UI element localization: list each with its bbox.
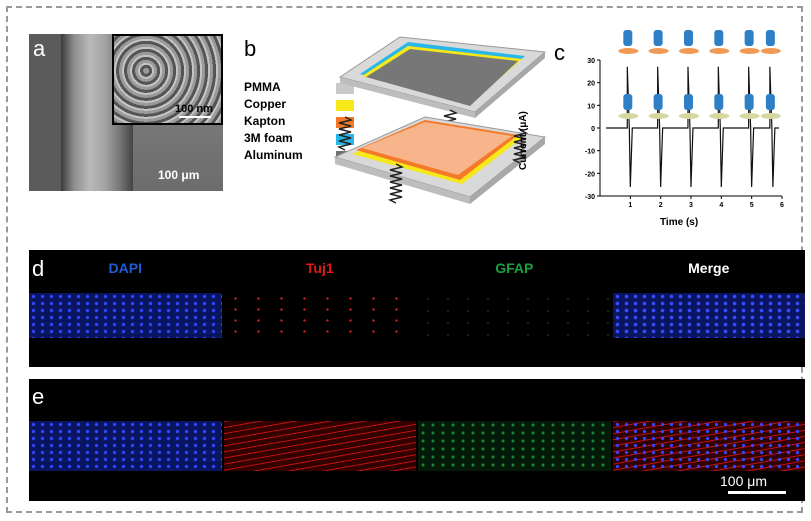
x-tick-label: 2 [659,202,663,209]
pad-icon-bottom [648,113,669,119]
pad-icon-bottom [618,113,639,119]
legend-swatch [336,83,354,94]
pad-icon-top [709,48,730,54]
row-e-scale-bar [728,491,786,494]
legend-item-copper: Copper [244,97,374,113]
figure-icon-top [714,30,724,46]
pad-icon-top [739,48,760,54]
tissue-band [612,421,805,471]
cell-gfap: GFAP [418,250,611,367]
y-tick-label: 0 [591,126,595,133]
panel-e-letter: e [32,384,45,409]
row-d: DAPI Tuj1 GFAP Merge [29,250,805,367]
pad-icon-top [760,48,781,54]
tissue-band [29,293,222,338]
tissue-band [223,421,416,471]
legend-swatch [336,117,354,128]
stain-label-dapi: DAPI [108,260,142,276]
stain-label-gfap: GFAP [495,260,534,276]
main-scale-label: 100 μm [158,168,200,182]
figure-icon-top [653,30,663,46]
sem-inset [112,34,223,125]
figure-icon-bottom [714,94,724,110]
cell-merge: Merge [612,250,805,367]
x-tick-label: 6 [780,202,784,209]
figure-icon-top [623,30,633,46]
pad-icon-top [678,48,699,54]
row-e [29,379,805,501]
cell-tuj1: Tuj1 [223,250,416,367]
figure-icon-bottom [653,94,663,110]
legend-label: Aluminum [244,148,303,162]
y-tick-label: 30 [587,58,595,65]
x-axis-label: Time (s) [660,217,699,228]
y-axis-label: Current (μA) [518,111,529,170]
cell-tuj1 [223,379,416,501]
pad-icon-bottom [678,113,699,119]
legend-label: Copper [244,97,286,111]
current-trace [606,66,779,187]
figure-icon-top [683,30,693,46]
x-tick-label: 5 [750,202,754,209]
figure-icon-bottom [765,94,775,110]
panel-a-letter: a [33,36,46,61]
figure-icon-top [765,30,775,46]
y-tick-label: -20 [585,171,595,178]
x-tick-label: 3 [689,202,693,209]
pad-icon-top [648,48,669,54]
cell-merge [612,379,805,501]
legend-label: 3M foam [244,131,293,145]
pad-icon-bottom [739,113,760,119]
tissue-band [418,421,611,471]
legend-swatch [336,100,354,111]
tissue-band [612,293,805,338]
stain-label-merge: Merge [688,260,730,276]
tissue-band [29,421,222,471]
figure-icon-top [744,30,754,46]
row-e-scale-label: 100 μm [720,473,767,489]
legend-label: PMMA [244,80,281,94]
tissue-band [418,293,611,338]
cell-dapi [29,379,222,501]
y-tick-label: 10 [587,103,595,110]
panel-d-letter: d [32,256,45,281]
y-tick-label: -10 [585,149,595,156]
sem-image [29,34,223,191]
inset-scale-label: 100 nm [175,103,213,115]
x-tick-label: 1 [628,202,632,209]
panel-c-letter: c [554,40,565,65]
cell-dapi: DAPI [29,250,222,367]
pad-icon-top [618,48,639,54]
cell-gfap [418,379,611,501]
y-tick-label: 20 [587,81,595,88]
legend-label: Kapton [244,114,286,128]
stain-label-tuj1: Tuj1 [305,260,334,276]
device-diagram [333,36,547,204]
legend-item-pmma: PMMA [244,80,374,96]
inset-scale-bar [179,116,211,118]
x-tick-label: 4 [719,202,723,209]
figure-icon-bottom [744,94,754,110]
current-chart: 30 20 10 0 -10 -20 -30 1 2 3 4 5 6 [585,30,784,209]
pad-icon-bottom [760,113,781,119]
figure-icon-bottom [623,94,633,110]
panel-b-letter: b [244,36,257,61]
pad-icon-bottom [709,113,730,119]
y-tick-label: -30 [585,194,595,201]
figure-icon-bottom [683,94,693,110]
tissue-band [223,293,416,338]
legend-item-kapton: Kapton [244,114,374,130]
